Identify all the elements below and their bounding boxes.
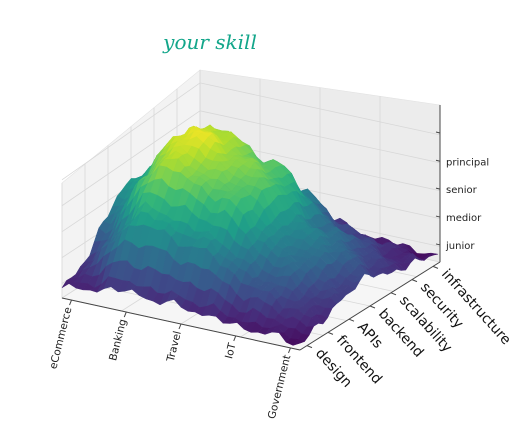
x-tick-label: Banking <box>107 318 129 362</box>
y-tick-mark <box>411 279 418 283</box>
y-tick-mark <box>390 292 397 296</box>
x-tick-mark <box>69 299 72 306</box>
z-tick-mark <box>435 187 441 190</box>
wall-gridline <box>199 110 441 164</box>
y-tick-mark <box>348 318 355 322</box>
x-tick-label: Government <box>266 354 293 420</box>
z-tick-mark <box>435 243 441 246</box>
surface-facet <box>292 339 306 346</box>
x-tick-label: IoT <box>223 341 239 360</box>
x-tick-mark <box>123 311 127 318</box>
x-tick-mark <box>288 347 291 354</box>
y-tick-mark <box>432 265 439 269</box>
z-tick-label: junior <box>445 241 475 252</box>
z-tick-mark <box>435 159 441 162</box>
z-tick-label: senior <box>446 185 478 196</box>
wall-gridline <box>199 82 441 136</box>
y-tick-mark <box>306 345 313 349</box>
z-tick-labels: junior medior senior principal <box>435 131 489 252</box>
y-tick-mark <box>369 305 376 309</box>
chart-title: your skill <box>162 30 257 54</box>
z-tick-label: medior <box>446 213 482 224</box>
x-tick-label: eCommerce <box>47 306 74 370</box>
z-tick-mark <box>435 131 441 134</box>
z-tick-label: principal <box>446 157 489 168</box>
z-tick-mark <box>435 215 441 218</box>
surface-plot <box>61 124 439 346</box>
wall-gridline <box>61 110 201 207</box>
y-tick-mark <box>327 331 334 335</box>
wall-gridline <box>61 82 201 181</box>
x-tick-label: Travel <box>164 330 183 364</box>
x-tick-mark <box>233 335 237 342</box>
x-tick-mark <box>178 323 182 330</box>
